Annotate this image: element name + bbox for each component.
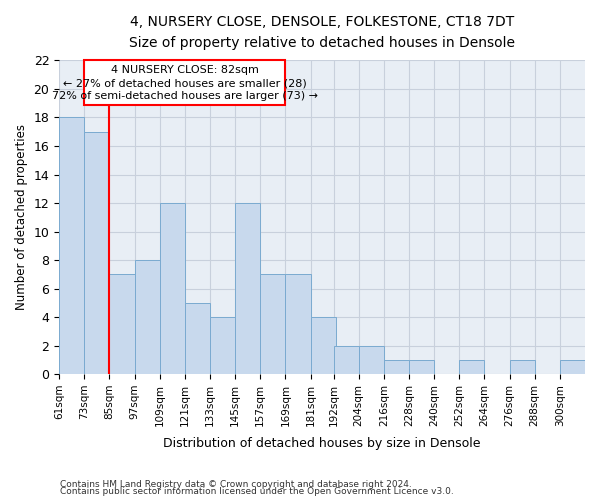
Bar — [409, 360, 434, 374]
Bar — [84, 60, 286, 104]
Text: ← 27% of detached houses are smaller (28): ← 27% of detached houses are smaller (28… — [63, 78, 307, 88]
Bar — [160, 203, 185, 374]
Bar — [185, 303, 210, 374]
Bar — [334, 346, 359, 374]
Bar — [509, 360, 535, 374]
Bar — [560, 360, 585, 374]
Bar — [210, 317, 235, 374]
Bar — [311, 317, 335, 374]
Bar — [134, 260, 160, 374]
Bar — [84, 132, 109, 374]
Title: 4, NURSERY CLOSE, DENSOLE, FOLKESTONE, CT18 7DT
Size of property relative to det: 4, NURSERY CLOSE, DENSOLE, FOLKESTONE, C… — [129, 15, 515, 50]
Text: 72% of semi-detached houses are larger (73) →: 72% of semi-detached houses are larger (… — [52, 90, 318, 101]
Bar — [459, 360, 484, 374]
Bar — [109, 274, 134, 374]
Bar — [286, 274, 311, 374]
Y-axis label: Number of detached properties: Number of detached properties — [15, 124, 28, 310]
Text: 4 NURSERY CLOSE: 82sqm: 4 NURSERY CLOSE: 82sqm — [111, 66, 259, 76]
Text: Contains HM Land Registry data © Crown copyright and database right 2024.: Contains HM Land Registry data © Crown c… — [60, 480, 412, 489]
Bar — [59, 118, 84, 374]
Bar — [235, 203, 260, 374]
Bar — [260, 274, 286, 374]
Bar — [384, 360, 409, 374]
Bar — [359, 346, 384, 374]
X-axis label: Distribution of detached houses by size in Densole: Distribution of detached houses by size … — [163, 437, 481, 450]
Text: Contains public sector information licensed under the Open Government Licence v3: Contains public sector information licen… — [60, 488, 454, 496]
